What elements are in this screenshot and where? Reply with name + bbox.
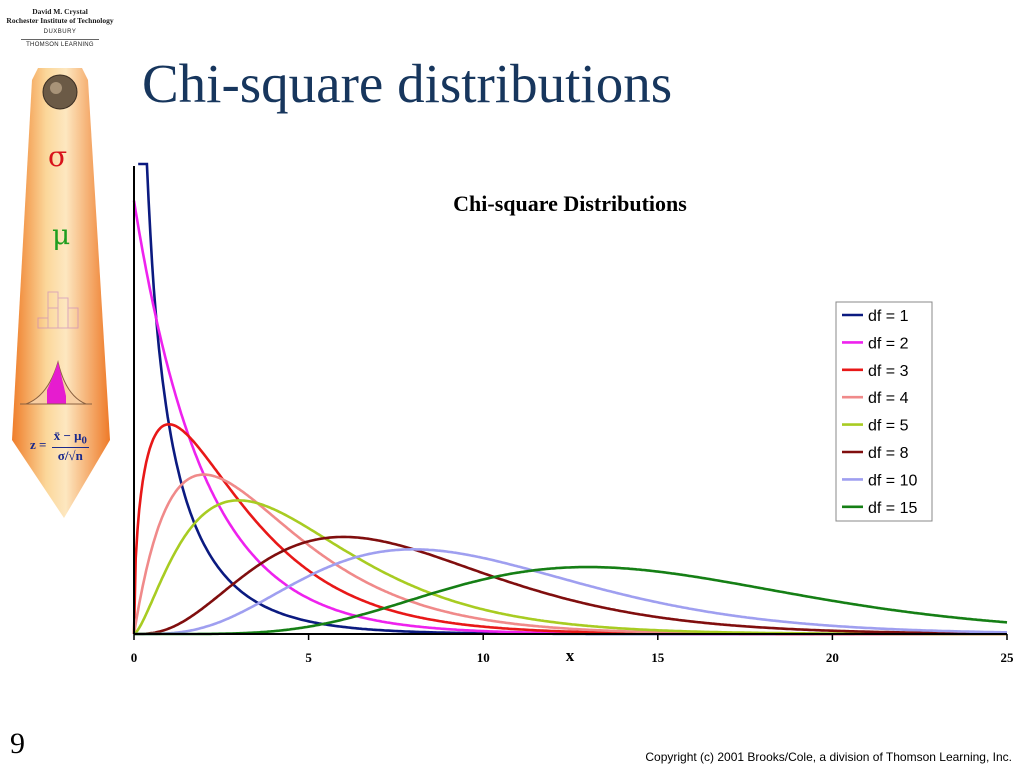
tie-body — [12, 68, 110, 518]
x-tick-label-0: 0 — [131, 650, 138, 665]
legend-label-df-4: df = 4 — [868, 390, 909, 407]
chart-title: Chi-square Distributions — [453, 191, 687, 216]
globe-highlight — [50, 82, 62, 94]
z-formula: z = x̄ − μ0 σ/√n — [30, 428, 89, 464]
legend-box — [835, 301, 933, 522]
formula-denominator: σ/√n — [57, 447, 83, 463]
branding-institution: Rochester Institute of Technology — [6, 15, 114, 25]
formula-lhs: z = — [30, 436, 47, 452]
slide-number: 9 — [10, 727, 25, 760]
x-tick-label-25: 25 — [1001, 650, 1015, 665]
series-line-df-10 — [134, 547, 1008, 636]
chi-square-chart: Chi-square Distributions 0 5 10 15 20 25 x df = … — [131, 162, 1015, 665]
legend-label-df-10: df = 10 — [868, 472, 917, 489]
x-tick-label-5: 5 — [305, 650, 312, 665]
x-axis-label: x — [566, 646, 575, 665]
legend-label-df-3: df = 3 — [868, 363, 909, 380]
legend-label-df-8: df = 8 — [868, 445, 909, 462]
sigma-symbol: σ — [48, 140, 68, 173]
branding: David M. Crystal Rochester Institute of … — [6, 7, 114, 49]
series-line-df-15 — [134, 565, 1008, 636]
formula-numerator-sub: 0 — [81, 434, 87, 447]
series-line-df-8 — [134, 535, 1007, 636]
legend-label-df-2: df = 2 — [868, 335, 909, 352]
branding-publisher: DUXBURY — [43, 29, 77, 36]
branding-author: David M. Crystal — [32, 7, 88, 16]
histogram-icon — [37, 291, 79, 329]
x-tick-label-10: 10 — [477, 650, 490, 665]
slide-title: Chi-square distributions — [142, 53, 673, 114]
copyright-text: Copyright (c) 2001 Brooks/Cole, a divisi… — [645, 750, 1012, 764]
tie-graphic — [12, 68, 110, 518]
normal-curve-icon — [20, 360, 92, 405]
x-tick-label-15: 15 — [651, 650, 665, 665]
x-tick-label-20: 20 — [826, 650, 839, 665]
legend-label-df-15: df = 15 — [868, 500, 917, 517]
formula-numerator: x̄ − μ — [53, 428, 82, 443]
legend-label-df-1: df = 1 — [868, 308, 909, 325]
tie-decoration: David M. Crystal Rochester Institute of … — [0, 0, 120, 530]
legend-label-df-5: df = 5 — [868, 418, 909, 435]
branding-company: THOMSON LEARNING — [21, 39, 99, 49]
mu-symbol: μ — [52, 218, 71, 251]
